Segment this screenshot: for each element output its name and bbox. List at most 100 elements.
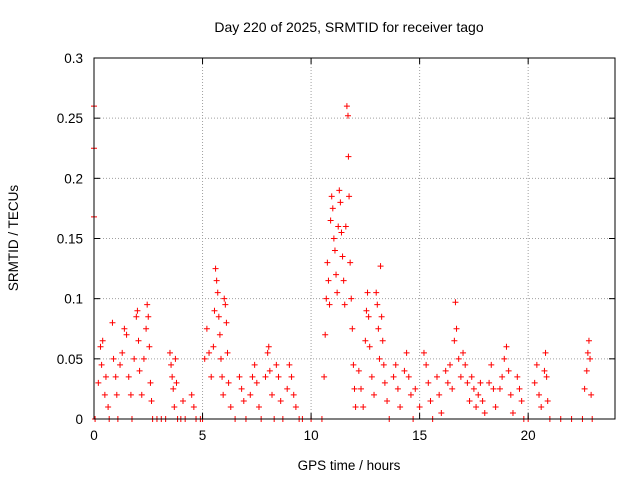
data-point	[331, 247, 338, 254]
data-point	[97, 343, 104, 350]
data-point	[427, 397, 434, 404]
data-point	[327, 217, 334, 224]
data-point	[334, 289, 341, 296]
data-point	[499, 373, 506, 380]
data-point	[117, 361, 124, 368]
data-point	[583, 367, 590, 374]
data-point	[324, 259, 331, 266]
data-point	[133, 313, 140, 320]
data-point	[143, 325, 150, 332]
data-point	[336, 187, 343, 194]
data-point	[433, 373, 440, 380]
data-point	[492, 403, 499, 410]
data-point	[442, 367, 449, 374]
data-point	[462, 361, 469, 368]
data-point	[211, 307, 218, 314]
data-point	[373, 289, 380, 296]
y-axis-label: SRMTID / TECUs	[6, 185, 21, 292]
x-tick-label: 5	[199, 428, 207, 443]
data-point	[322, 331, 329, 338]
data-point	[488, 361, 495, 368]
data-point	[444, 379, 451, 386]
data-point	[269, 391, 276, 398]
data-point	[343, 103, 350, 110]
data-point	[347, 259, 354, 266]
data-point	[105, 403, 112, 410]
data-point	[238, 385, 245, 392]
data-point	[350, 361, 357, 368]
data-point	[358, 385, 365, 392]
data-point	[127, 391, 134, 398]
data-point	[255, 403, 262, 410]
data-point	[341, 301, 348, 308]
data-point	[201, 355, 208, 362]
data-point	[538, 403, 545, 410]
data-point	[449, 385, 456, 392]
data-point	[102, 373, 109, 380]
data-point	[348, 295, 355, 302]
data-point	[290, 391, 297, 398]
data-point	[338, 229, 345, 236]
chart-title: Day 220 of 2025, SRMTID for receiver tag…	[214, 19, 483, 35]
data-point	[210, 343, 217, 350]
data-point	[505, 367, 512, 374]
data-point	[266, 367, 273, 374]
data-point	[401, 367, 408, 374]
data-point	[219, 373, 226, 380]
data-point	[333, 271, 340, 278]
data-point	[533, 361, 540, 368]
data-point	[470, 385, 477, 392]
data-point	[251, 361, 258, 368]
data-point	[329, 205, 336, 212]
data-point	[377, 263, 384, 270]
data-point	[323, 295, 330, 302]
x-tick-label: 20	[521, 428, 536, 443]
data-point	[349, 325, 356, 332]
data-point	[390, 373, 397, 380]
data-point	[326, 301, 333, 308]
data-point	[360, 403, 367, 410]
data-point	[371, 391, 378, 398]
data-point	[95, 379, 102, 386]
data-point	[587, 355, 594, 362]
data-point	[284, 385, 291, 392]
data-point	[172, 355, 179, 362]
data-point	[394, 385, 401, 392]
data-point	[364, 289, 371, 296]
data-point	[509, 409, 516, 416]
data-point	[146, 343, 153, 350]
data-point	[236, 373, 243, 380]
data-point	[220, 391, 227, 398]
data-point	[365, 313, 372, 320]
data-point	[136, 367, 143, 374]
data-point	[368, 373, 375, 380]
y-tick-label: 0.15	[57, 232, 83, 247]
data-point	[225, 379, 232, 386]
data-point	[119, 349, 126, 356]
data-point	[351, 385, 358, 392]
data-point	[363, 307, 370, 314]
data-point	[588, 391, 595, 398]
x-axis-label: GPS time / hours	[298, 458, 401, 473]
data-point	[416, 403, 423, 410]
data-point	[221, 295, 228, 302]
data-point	[490, 385, 497, 392]
data-point	[215, 313, 222, 320]
data-point	[262, 373, 269, 380]
data-point	[101, 391, 108, 398]
data-point	[455, 355, 462, 362]
y-tick-label: 0.1	[64, 292, 83, 307]
data-point	[275, 373, 282, 380]
data-points	[91, 103, 596, 422]
data-point	[171, 403, 178, 410]
data-point	[475, 391, 482, 398]
data-point	[340, 277, 347, 284]
data-point	[265, 343, 272, 350]
data-point	[381, 379, 388, 386]
data-point	[438, 409, 445, 416]
data-point	[543, 373, 550, 380]
data-point	[412, 385, 419, 392]
data-point	[227, 403, 234, 410]
data-point	[337, 199, 344, 206]
data-point	[140, 355, 147, 362]
